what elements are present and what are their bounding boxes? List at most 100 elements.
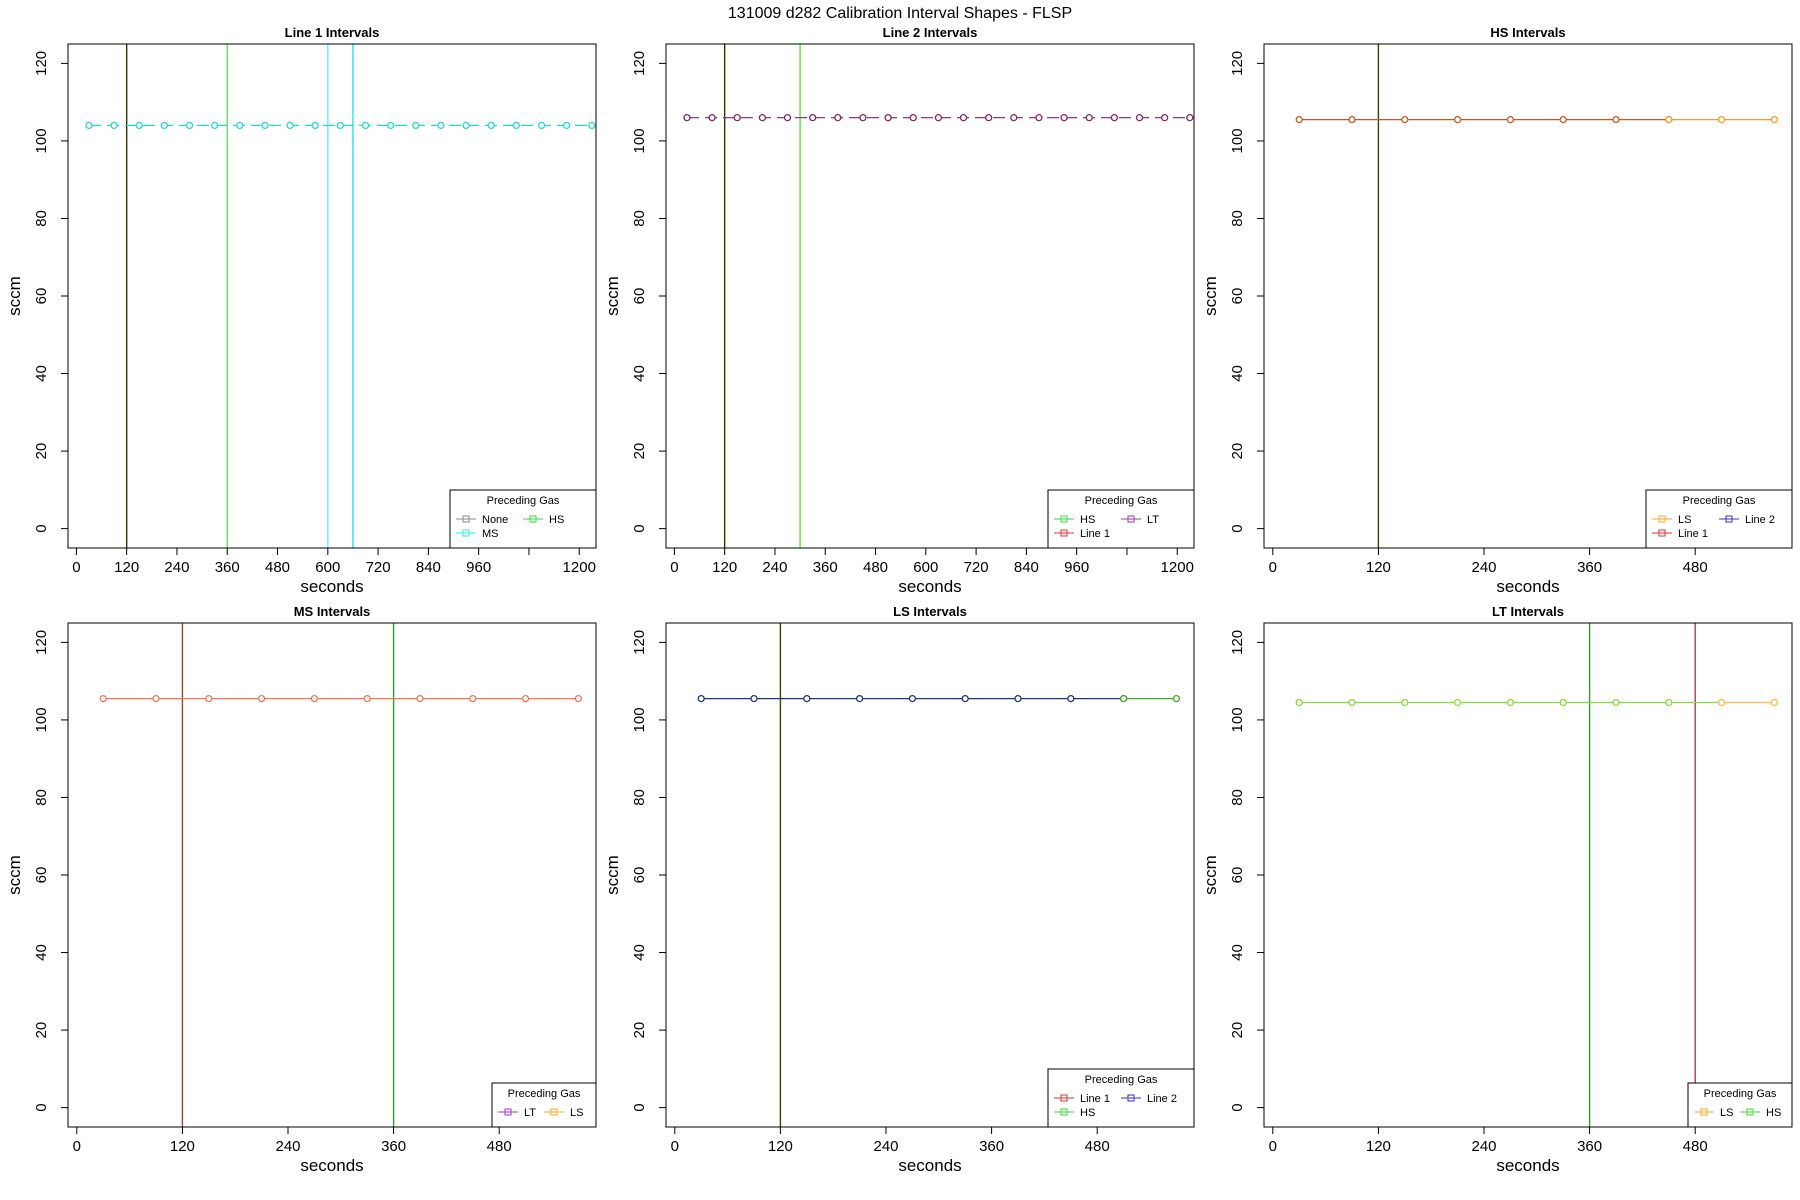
data-point: [1119, 694, 1128, 703]
x-tick-label: 840: [1014, 559, 1039, 576]
data-point: [855, 694, 864, 703]
data-point: [1348, 115, 1356, 124]
x-axis-label: seconds: [898, 577, 961, 596]
panel-6: LT Intervals 0 120 240 360 480 seconds 0 20 40 60 8…: [1201, 604, 1793, 1175]
x-axis-label: seconds: [300, 1156, 363, 1175]
legend-entry-label: Line 1: [1080, 528, 1110, 540]
data-point: [1401, 115, 1409, 124]
data-point: [588, 121, 596, 130]
data-point: [236, 121, 244, 130]
data-point: [1295, 115, 1303, 124]
data-point: [135, 121, 143, 130]
data-point: [959, 114, 968, 122]
y-tick-label: 20: [631, 443, 648, 460]
x-tick-label: 360: [215, 559, 240, 576]
data-point: [85, 121, 93, 130]
data-point: [1060, 114, 1068, 122]
data-point: [1770, 698, 1779, 707]
x-tick-label: 1200: [563, 559, 596, 576]
legend: Preceding Gas HS LT Line 1: [1047, 489, 1195, 549]
x-tick-label: 480: [1085, 1138, 1110, 1155]
data-point: [1085, 114, 1093, 122]
data-point: [257, 694, 266, 703]
data-point: [934, 114, 943, 122]
data-point: [750, 694, 758, 703]
data-point: [336, 121, 345, 130]
x-tick-label: 240: [1471, 1138, 1496, 1155]
x-tick-label: 600: [315, 559, 340, 576]
y-tick-label: 40: [631, 944, 648, 961]
data-point: [563, 121, 571, 130]
x-tick-label: 960: [466, 559, 491, 576]
y-tick-label: 120: [1229, 51, 1246, 76]
panel-3: HS Intervals 0 120 240 360 480 seconds 0 20 40 60 8…: [1201, 25, 1793, 596]
data-point: [1612, 698, 1620, 707]
plot-frame: [67, 43, 597, 549]
y-tick-label: 120: [33, 630, 50, 655]
x-tick-label: 480: [863, 559, 888, 576]
legend-box: [491, 1082, 597, 1128]
legend: Preceding Gas None HS MS: [449, 489, 597, 549]
x-tick-label: 360: [1577, 559, 1602, 576]
x-tick-label: 480: [265, 559, 290, 576]
legend: Preceding Gas Line 1 Line 2 HS: [1047, 1068, 1195, 1128]
data-point: [99, 694, 107, 703]
x-tick-label: 480: [487, 1138, 512, 1155]
x-tick-label: 840: [416, 559, 441, 576]
data-point: [1453, 698, 1462, 707]
data-point: [985, 114, 993, 122]
y-tick-label: 40: [33, 944, 50, 961]
data-point: [311, 121, 319, 130]
plot-frame: [1263, 622, 1793, 1128]
legend-swatch-marker: [1725, 515, 1733, 523]
y-tick-label: 0: [33, 1103, 50, 1111]
legend-swatch-marker: [550, 1108, 558, 1116]
y-tick-label: 80: [1229, 210, 1246, 227]
legend-entry-label: HS: [1766, 1107, 1781, 1119]
data-point: [537, 121, 546, 130]
legend-entry-label: Line 1: [1080, 1093, 1110, 1105]
data-point: [1717, 698, 1726, 707]
legend-entry-label: Line 2: [1745, 514, 1775, 526]
data-point: [286, 121, 294, 130]
data-point: [361, 121, 370, 130]
y-tick-label: 40: [1229, 944, 1246, 961]
data-point: [1559, 115, 1567, 124]
x-axis-label: seconds: [300, 577, 363, 596]
data-point: [909, 114, 917, 122]
x-tick-label: 120: [170, 1138, 195, 1155]
data-point: [1665, 115, 1673, 124]
x-tick-label: 120: [1366, 559, 1391, 576]
data-point: [1135, 114, 1144, 122]
legend-title: Preceding Gas: [1085, 495, 1158, 507]
legend-entry-label: Line 1: [1678, 528, 1708, 540]
data-point: [803, 694, 811, 703]
x-tick-label: 120: [1366, 1138, 1391, 1155]
legend-entry-label: LT: [524, 1107, 536, 1119]
legend: Preceding Gas LS Line 2 Line 1: [1645, 489, 1793, 549]
legend-swatch-marker: [1700, 1108, 1708, 1116]
data-point: [908, 694, 917, 703]
data-point: [487, 121, 495, 130]
y-tick-label: 80: [33, 789, 50, 806]
legend-box: [1687, 1082, 1793, 1128]
data-point: [834, 114, 842, 122]
data-point: [884, 114, 892, 122]
x-axis-label: seconds: [1496, 577, 1559, 596]
y-tick-label: 60: [33, 288, 50, 305]
x-tick-label: 720: [366, 559, 391, 576]
legend-swatch-marker: [504, 1108, 512, 1116]
y-tick-label: 80: [33, 210, 50, 227]
legend-entry-label: HS: [549, 514, 564, 526]
x-tick-label: 960: [1064, 559, 1089, 576]
y-tick-label: 100: [33, 707, 50, 732]
legend-entry-label: HS: [1080, 1107, 1095, 1119]
y-tick-label: 0: [1229, 524, 1246, 532]
data-point: [1186, 114, 1194, 122]
legend-swatch-marker: [462, 515, 470, 523]
y-tick-label: 60: [33, 867, 50, 884]
legend-entry-label: LT: [1147, 514, 1159, 526]
y-tick-label: 60: [1229, 867, 1246, 884]
